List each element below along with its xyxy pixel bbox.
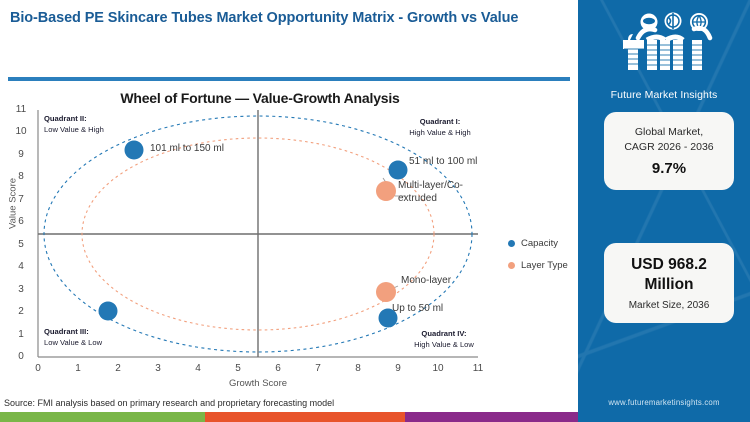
data-point-capacity-51-100 — [388, 160, 408, 180]
y-tick-11: 11 — [15, 104, 27, 115]
legend-label-layer-type: Layer Type — [521, 260, 568, 271]
y-tick-1: 1 — [18, 329, 24, 340]
page-title: Bio-Based PE Skincare Tubes Market Oppor… — [10, 10, 519, 26]
point-label-101-150: 101 ml to 150 ml — [150, 143, 224, 154]
brand-sidebar: Future Market Insights Global Market, CA… — [578, 0, 750, 422]
x-axis-title: Growth Score — [228, 378, 288, 389]
quadrant-label-2: Quadrant II: Low Value & High — [44, 113, 104, 136]
quadrant-4-subtitle: High Value & Low — [414, 340, 474, 350]
x-tick-6: 6 — [275, 363, 281, 374]
legend-item-layer-type[interactable]: Layer Type — [508, 260, 568, 271]
cagr-caption-line1: Global Market, — [634, 125, 704, 138]
y-tick-5: 5 — [18, 239, 24, 250]
x-tick-1: 1 — [75, 363, 81, 374]
website-url[interactable]: www.futuremarketinsights.com — [608, 398, 720, 407]
data-point-capacity-unlabeled — [98, 301, 118, 321]
y-tick-7: 7 — [18, 194, 24, 205]
y-tick-6: 6 — [18, 216, 24, 227]
market-size-subtitle: Market Size, 2036 — [628, 299, 710, 311]
title-underline-rule — [8, 77, 570, 81]
y-tick-0: 0 — [18, 351, 24, 362]
market-size-value-line2: Million — [644, 276, 694, 293]
quadrant-4-title: Quadrant IV: — [421, 329, 467, 338]
x-tick-11: 11 — [472, 363, 484, 374]
quadrant-2-title: Quadrant II: — [44, 114, 87, 123]
stat-card-market-size: USD 968.2 Million Market Size, 2036 — [604, 243, 734, 323]
fmi-logo-icon — [623, 12, 713, 70]
quadrant-2-subtitle: Low Value & High — [44, 125, 104, 135]
legend-dot-layer-type-icon — [508, 262, 515, 269]
x-tick-3: 3 — [155, 363, 161, 374]
data-point-layer-multilayer — [376, 181, 396, 201]
quadrant-label-4: Quadrant IV: High Value & Low — [398, 328, 490, 351]
fmi-logo: Future Market Insights — [578, 8, 750, 101]
quadrant-label-1: Quadrant I: High Value & High — [392, 116, 488, 139]
main-content-panel: Bio-Based PE Skincare Tubes Market Oppor… — [0, 8, 578, 422]
y-tick-9: 9 — [18, 149, 24, 160]
quadrant-1-subtitle: High Value & High — [409, 128, 471, 138]
chart-svg — [37, 110, 478, 358]
data-point-layer-monolayer — [376, 282, 396, 302]
footer-bar-segment-purple — [405, 412, 578, 422]
chart-plot-area: 11 10 9 8 7 6 5 4 3 2 1 0 0 1 2 3 4 5 6 … — [7, 104, 568, 389]
quadrant-3-title: Quadrant III: — [44, 327, 89, 336]
footer-color-bar — [0, 412, 578, 422]
x-tick-0: 0 — [35, 363, 41, 374]
data-point-capacity-upto-50 — [378, 308, 398, 328]
chart-title: Wheel of Fortune — Value-Growth Analysis — [120, 90, 400, 106]
quadrant-1-title: Quadrant I: — [419, 117, 461, 126]
x-tick-10: 10 — [432, 363, 444, 374]
x-tick-7: 7 — [315, 363, 321, 374]
x-tick-8: 8 — [355, 363, 361, 374]
x-tick-4: 4 — [195, 363, 201, 374]
source-note: Source: FMI analysis based on primary re… — [4, 398, 335, 408]
legend-label-capacity: Capacity — [521, 238, 558, 249]
quadrant-label-3: Quadrant III: Low Value & Low — [44, 326, 102, 349]
footer-bar-segment-orange — [205, 412, 405, 422]
chart-legend: Capacity Layer Type — [508, 238, 568, 282]
x-tick-9: 9 — [395, 363, 401, 374]
y-tick-2: 2 — [18, 306, 24, 317]
cagr-value: 9.7% — [651, 160, 687, 178]
legend-dot-capacity-icon — [508, 240, 515, 247]
fmi-logo-tagline: Future Market Insights — [610, 89, 718, 101]
point-label-monolayer: Mono-layer — [401, 275, 452, 286]
y-tick-10: 10 — [15, 126, 27, 137]
y-tick-4: 4 — [18, 261, 24, 272]
data-point-capacity-101-150 — [124, 140, 144, 160]
quadrant-3-subtitle: Low Value & Low — [44, 338, 103, 348]
sidebar-texture — [578, 0, 750, 422]
y-tick-8: 8 — [18, 171, 24, 182]
y-tick-3: 3 — [18, 284, 24, 295]
legend-item-capacity[interactable]: Capacity — [508, 238, 568, 249]
point-label-multilayer: Multi-layer/Co-extruded — [398, 180, 464, 204]
point-label-upto-50: Up to 50 ml — [392, 303, 444, 314]
market-size-value-line1: USD 968.2 — [631, 256, 707, 274]
stat-card-cagr: Global Market, CAGR 2026 - 2036 9.7% — [604, 112, 734, 190]
y-axis-title: Value Score — [7, 177, 19, 230]
x-tick-2: 2 — [115, 363, 121, 374]
title-block: Bio-Based PE Skincare Tubes Market Oppor… — [10, 8, 570, 29]
x-tick-5: 5 — [235, 363, 241, 374]
cagr-caption-line2: CAGR 2026 - 2036 — [624, 141, 714, 153]
point-label-51-100: 51 ml to 100 ml — [409, 156, 478, 167]
footer-bar-segment-green — [0, 412, 205, 422]
